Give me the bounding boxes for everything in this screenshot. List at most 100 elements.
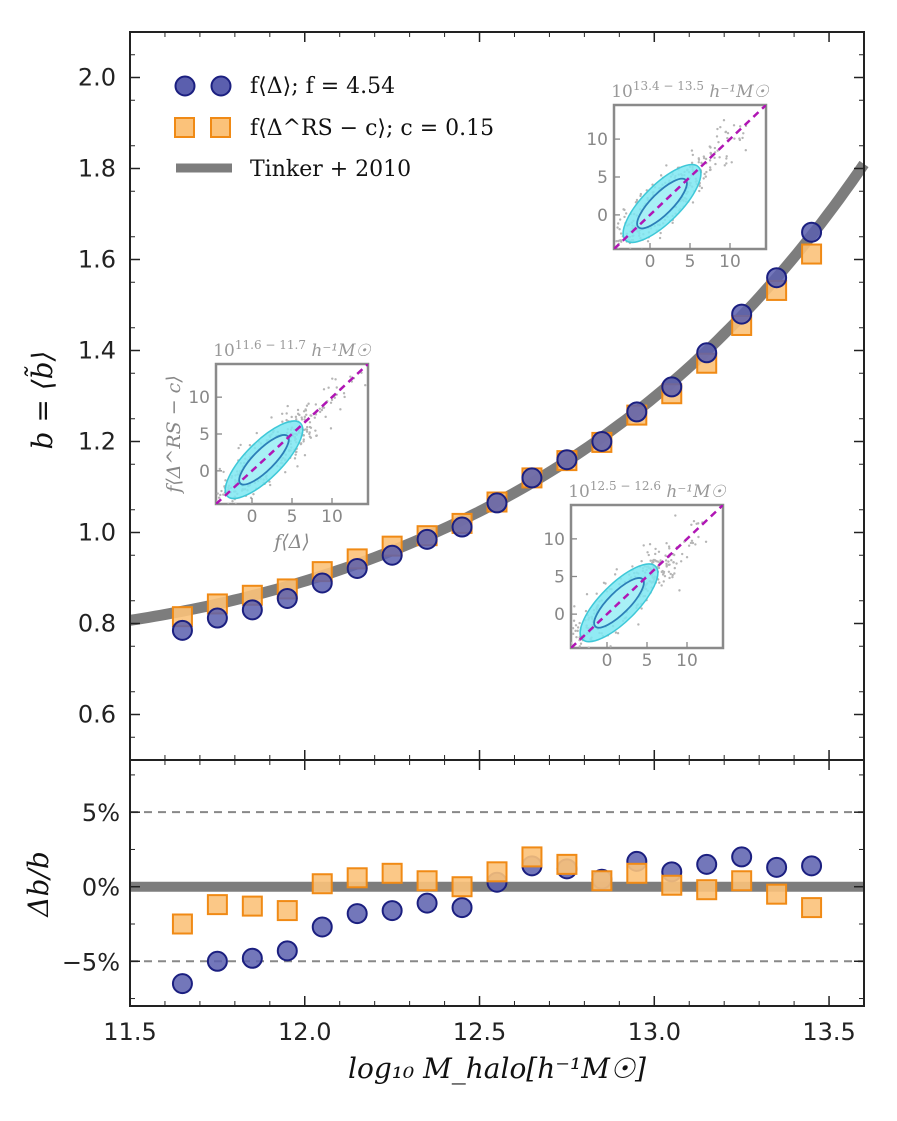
inset-scatter-dot (228, 506, 230, 508)
residual-square-point (311, 873, 333, 895)
inset-scatter-dot (573, 605, 576, 608)
inset-scatter-dot (609, 645, 612, 648)
inset-scatter-dot (314, 429, 317, 432)
inset-scatter-dot (512, 709, 514, 711)
inset-scatter-dot (234, 503, 237, 504)
residual-square-point (626, 862, 648, 884)
residual-square-point (346, 867, 368, 889)
residual-points-layer (171, 846, 823, 995)
inset-scatter-dot (726, 136, 729, 140)
residual-x-tick-label: 12.5 (453, 1018, 506, 1046)
inset-scatter-dot (667, 570, 671, 573)
inset-scatter-dot (576, 629, 579, 633)
inset-scatter-dot (248, 443, 252, 447)
inset-scatter-dot (303, 454, 307, 457)
inset-scatter-dot (239, 443, 242, 447)
inset-scatter-dot (725, 155, 728, 158)
inset-scatter-dot (660, 570, 663, 574)
inset-scatter-dot (605, 249, 607, 251)
inset-scatter-dot (638, 250, 640, 252)
main-y-tick-label: 1.2 (78, 428, 116, 456)
residual-y-axis-title: Δb/b (22, 851, 55, 918)
main-circle-point (276, 587, 298, 609)
inset-scatter-dot (669, 572, 672, 576)
inset-scatter-dot (713, 146, 717, 150)
inset-scatter-dot (670, 559, 673, 562)
inset-scatter-dot (690, 149, 694, 152)
inset-scatter-dot (184, 531, 186, 533)
inset-scatter-dot (210, 508, 212, 510)
inset-scatter-dot (663, 574, 667, 578)
legend-label-square: f⟨Δ^RS − c⟩; c = 0.15 (250, 116, 494, 141)
inset-scatter-dot (255, 431, 258, 435)
inset-scatter-dot (744, 149, 747, 152)
inset-scatter-dot (313, 416, 316, 419)
inset-scatter-dot (708, 159, 712, 162)
residual-x-tick-label: 12.0 (278, 1018, 331, 1046)
inset-scatter-dot (216, 499, 217, 502)
inset-scatter-dot (646, 551, 649, 554)
inset-scatter-dot (709, 168, 712, 171)
inset-scatter-dot (705, 170, 708, 174)
inset-x-tick-label: 10 (719, 252, 741, 272)
inset-scatter-dot (294, 453, 297, 456)
inset-scatter-dot (330, 398, 334, 402)
inset-scatter-dot (546, 647, 548, 649)
inset-scatter-dot (575, 635, 578, 639)
inset-scatter-dot (617, 248, 620, 249)
inset-scatter-dot (268, 480, 271, 483)
residual-square-point (416, 870, 438, 892)
residual-square-point (451, 876, 473, 898)
residual-square-point (241, 895, 263, 917)
main-circle-point (451, 516, 473, 538)
main-circle-point (241, 599, 263, 621)
inset-one-to-one-line (571, 505, 723, 648)
inset-scatter-dot (614, 631, 618, 634)
inset-x-tick-label: 5 (685, 252, 696, 272)
inset-content (184, 364, 368, 533)
inset-scatter-dot (616, 632, 620, 635)
inset-scatter-dot (232, 510, 234, 512)
inset-scatter-dot (716, 149, 719, 152)
inset-scatter-dot (305, 425, 309, 429)
main-panel: 0.6 0.8 1.0 1.2 1.4 1.6 1.8 2.0 (78, 31, 869, 761)
residual-y-tick-label: 0% (82, 874, 120, 902)
inset-y-tick-label: 0 (554, 605, 565, 625)
inset-scatter-dot (556, 635, 558, 637)
inset-y-tick-label: 10 (188, 388, 210, 408)
inset-scatter-dot (738, 137, 741, 140)
inset-x-label: f⟨Δ⟩ (272, 531, 310, 553)
inset-scatter-dot (309, 426, 313, 429)
inset-content (512, 505, 723, 711)
inset-scatter-dot (302, 438, 305, 441)
inset-scatter-dot (571, 626, 575, 630)
inset-y-tick-label: 10 (586, 130, 608, 150)
inset-scatter-dot (572, 632, 575, 636)
inset-scatter-dot (691, 201, 695, 204)
inset-scatter-dot (617, 251, 619, 253)
residual-circle-point (451, 897, 473, 919)
residual-square-point (486, 861, 508, 883)
inset-scatter-dot (618, 218, 622, 221)
inset-scatter-dot (723, 164, 726, 167)
inset-scatter-dot (290, 415, 293, 419)
inset-scatter-dot (563, 634, 565, 636)
main-y-tick-label: 0.6 (78, 701, 116, 729)
inset-scatter-dot (318, 410, 322, 414)
inset-scatter-dot (252, 492, 255, 496)
residual-circle-point (241, 947, 263, 969)
inset-scatter-dot (649, 559, 652, 562)
inset-scatter-dot (281, 420, 284, 423)
inset-scatter-dot (603, 268, 605, 270)
inset-scatter-dot (570, 652, 572, 654)
inset-scatter-dot (671, 221, 674, 225)
inset-scatter-dot (305, 404, 309, 407)
inset-panel: 0 0 5 5 10 10 1011.6 − 11.7 h⁻¹M☉ f⟨Δ⟩ f⟨Δ^RS − … (163, 338, 372, 553)
inset-scatter-dot (546, 653, 548, 655)
inset-scatter-dot (673, 572, 676, 575)
inset-y-tick-label: 0 (597, 206, 608, 226)
residual-square-point (521, 846, 543, 868)
inset-scatter-dot (286, 404, 289, 408)
inset-scatter-dot (741, 136, 744, 140)
inset-scatter-dot (296, 408, 300, 412)
